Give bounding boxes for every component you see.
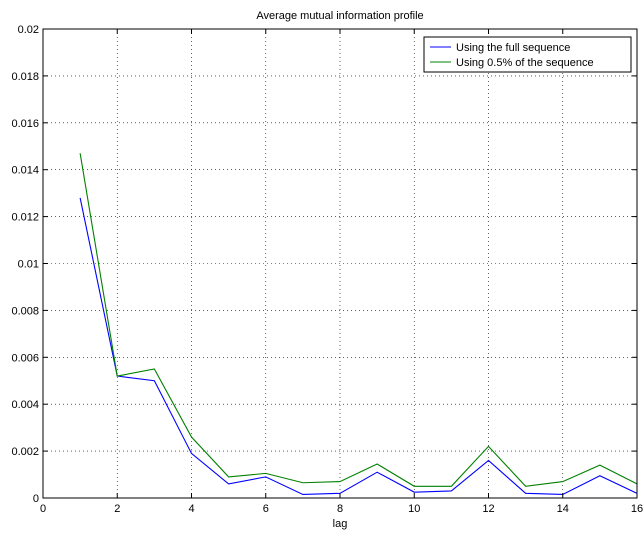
x-tick-label: 12 <box>482 503 494 515</box>
y-tick-label: 0.004 <box>11 399 39 411</box>
y-tick-label: 0.014 <box>11 165 39 177</box>
x-tick-label: 14 <box>557 503 569 515</box>
series-line-partial-sequence <box>79 153 638 487</box>
y-tick-label: 0.016 <box>11 118 39 130</box>
chart-title: Average mutual information profile <box>256 10 423 22</box>
y-tick-label: 0.018 <box>11 71 39 83</box>
series-lines <box>79 153 638 496</box>
x-tick-label: 16 <box>631 503 643 515</box>
y-tick-label: 0.002 <box>11 446 39 458</box>
grid-lines <box>43 29 637 498</box>
legend-label-partial-sequence: Using 0.5% of the sequence <box>456 57 594 69</box>
legend-label-full-sequence: Using the full sequence <box>456 42 570 54</box>
y-axis-tick-labels: 0 0.002 0.004 0.006 0.008 0.01 0.012 0.014 0.016… <box>11 24 39 505</box>
legend: Using the full sequence Using 0.5% of th… <box>423 36 632 73</box>
legend-box <box>423 36 632 73</box>
y-tick-label: 0 <box>33 493 39 505</box>
x-tick-label: 6 <box>263 503 269 515</box>
series-line-full-sequence <box>79 197 638 496</box>
y-tick-label: 0.008 <box>11 305 39 317</box>
y-tick-label: 0.02 <box>18 24 39 36</box>
y-tick-label: 0.012 <box>11 212 39 224</box>
x-axis-label: lag <box>333 518 348 530</box>
x-tick-label: 4 <box>188 503 194 515</box>
x-tick-label: 0 <box>40 503 46 515</box>
x-tick-label: 10 <box>408 503 420 515</box>
axis-ticks <box>42 28 638 499</box>
x-tick-label: 2 <box>114 503 120 515</box>
y-tick-label: 0.006 <box>11 352 39 364</box>
y-tick-label: 0.01 <box>18 259 39 271</box>
x-tick-label: 8 <box>337 503 343 515</box>
x-axis-tick-labels: 0 2 4 6 8 10 12 14 16 <box>40 503 643 515</box>
